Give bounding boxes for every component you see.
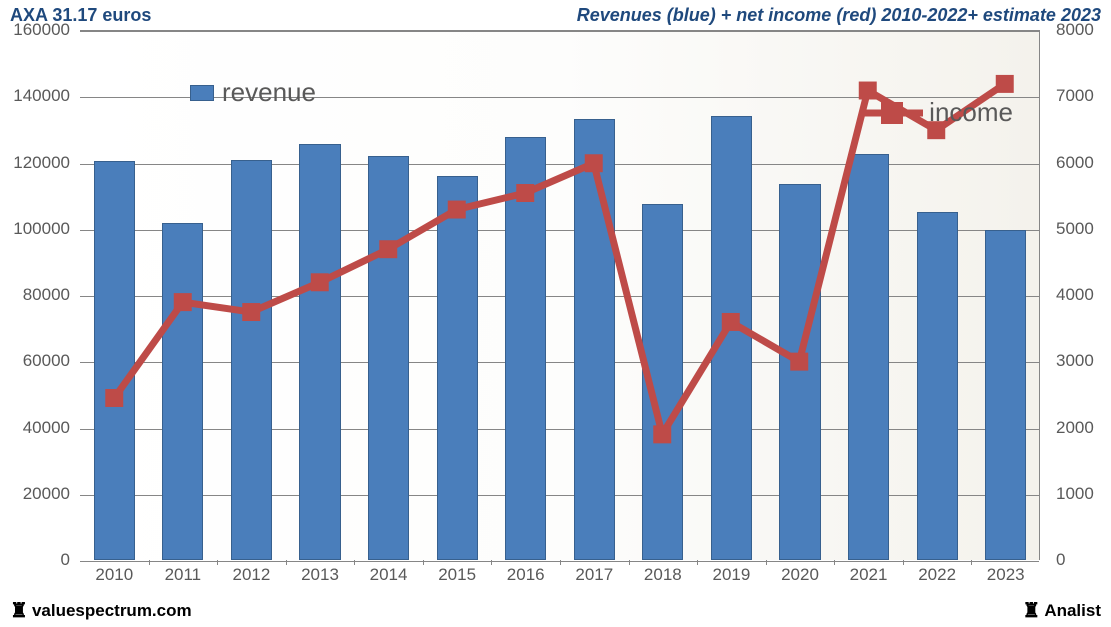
footer-left: ♜ valuespectrum.com: [10, 601, 192, 621]
y-right-tick-label: 6000: [1056, 153, 1094, 173]
x-tick-label: 2018: [644, 565, 682, 585]
line-marker: [653, 425, 671, 443]
x-axis: 2010 2011 2012 2013 2014 2015 2016 2017 2018 2019…: [80, 565, 1040, 590]
y-axis-left: 0200004000060000800001000001200001400001…: [0, 30, 75, 560]
y-left-tick-label: 160000: [13, 20, 70, 40]
y-left-tick-label: 20000: [23, 484, 70, 504]
x-tick-label: 2017: [575, 565, 613, 585]
x-tick-label: 2021: [850, 565, 888, 585]
line-marker: [722, 313, 740, 331]
x-tick-label: 2013: [301, 565, 339, 585]
line-marker: [996, 75, 1014, 93]
y-right-tick-label: 2000: [1056, 418, 1094, 438]
y-left-tick-label: 100000: [13, 219, 70, 239]
y-left-tick-label: 80000: [23, 285, 70, 305]
line-marker: [311, 273, 329, 291]
chart-container: AXA 31.17 euros Revenues (blue) + net in…: [0, 0, 1111, 627]
y-left-tick-label: 0: [61, 550, 70, 570]
line-marker: [516, 184, 534, 202]
legend-revenue-label: revenue: [222, 77, 316, 108]
x-tick-label: 2023: [987, 565, 1025, 585]
line-marker: [174, 293, 192, 311]
line-marker: [585, 154, 603, 172]
plot-area: revenue income: [80, 30, 1040, 560]
line-marker: [379, 240, 397, 258]
legend-income-label: income: [929, 97, 1013, 128]
rook-icon: ♜: [10, 601, 28, 621]
footer-left-text: valuespectrum.com: [32, 601, 192, 621]
line-marker: [448, 201, 466, 219]
footer-right-text: Analist: [1044, 601, 1101, 621]
y-right-tick-label: 1000: [1056, 484, 1094, 504]
y-right-tick-label: 3000: [1056, 351, 1094, 371]
chart-footer: ♜ valuespectrum.com ♜ Analist: [0, 598, 1111, 624]
x-tick-label: 2016: [507, 565, 545, 585]
line-marker: [790, 353, 808, 371]
y-right-tick-label: 5000: [1056, 219, 1094, 239]
y-left-tick-label: 60000: [23, 351, 70, 371]
y-right-tick-label: 4000: [1056, 285, 1094, 305]
y-right-tick-label: 0: [1056, 550, 1065, 570]
y-axis-right: 010002000300040005000600070008000: [1051, 30, 1111, 560]
x-tick-label: 2019: [713, 565, 751, 585]
title-right: Revenues (blue) + net income (red) 2010-…: [577, 5, 1101, 26]
legend-income-swatch: [861, 99, 923, 127]
y-right-tick-label: 8000: [1056, 20, 1094, 40]
x-tick-label: 2015: [438, 565, 476, 585]
x-tick-label: 2020: [781, 565, 819, 585]
y-left-tick-label: 120000: [13, 153, 70, 173]
legend-revenue-swatch: [190, 85, 214, 101]
legend-income: income: [861, 97, 1013, 128]
footer-right: ♜ Analist: [1022, 601, 1101, 621]
y-left-tick-label: 40000: [23, 418, 70, 438]
line-marker: [105, 389, 123, 407]
x-tick-label: 2022: [918, 565, 956, 585]
y-right-tick-label: 7000: [1056, 86, 1094, 106]
x-tick-label: 2014: [370, 565, 408, 585]
x-tick-label: 2011: [165, 565, 202, 585]
chart-header: AXA 31.17 euros Revenues (blue) + net in…: [0, 2, 1111, 28]
legend-revenue: revenue: [190, 77, 316, 108]
y-left-tick-label: 140000: [13, 86, 70, 106]
x-tick-label: 2010: [95, 565, 133, 585]
x-tick-label: 2012: [233, 565, 271, 585]
rook-icon: ♜: [1022, 601, 1040, 621]
line-marker: [242, 303, 260, 321]
